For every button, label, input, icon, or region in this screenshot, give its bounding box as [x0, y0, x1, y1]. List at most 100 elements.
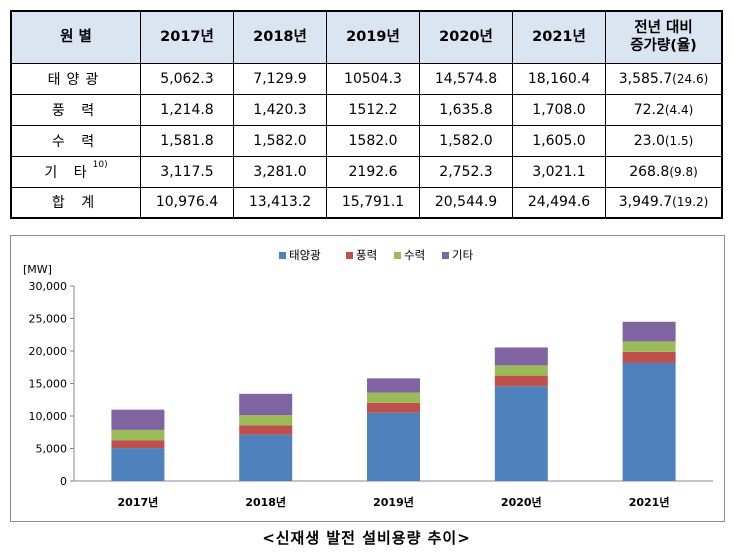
table-cell: 14,574.8	[419, 62, 513, 95]
legend-label: 풍력	[356, 248, 377, 262]
bar-segment	[111, 409, 165, 430]
bar-segment	[622, 351, 676, 363]
table-cell: 1,708.0	[512, 93, 606, 126]
change-cell: 23.0(1.5)	[605, 124, 723, 157]
chart-svg: 0 5,000 10,000 15,000 20,000 25,000 30,000 [MW]…	[23, 248, 713, 509]
row-label: 기 타10)	[10, 155, 141, 188]
header-year: 2020년	[419, 10, 513, 64]
bar-segment	[111, 429, 165, 441]
bar-segment	[494, 375, 548, 387]
bar-segment	[239, 425, 293, 435]
change-amount: 268.8	[629, 163, 670, 180]
x-tick-label: 2017년	[118, 495, 159, 509]
change-amount: 23.0	[633, 132, 665, 149]
header-source: 원 별	[10, 10, 141, 64]
legend-swatch	[346, 252, 353, 259]
chart-caption: <신재생 발전 설비용량 추이>	[262, 529, 471, 547]
change-cell: 72.2(4.4)	[605, 93, 723, 126]
table-cell: 1,582.0	[419, 124, 513, 157]
x-tick-label: 2019년	[373, 495, 414, 509]
x-tick-label: 2018년	[245, 495, 286, 509]
bar-segment	[494, 386, 548, 481]
table-cell: 3,021.1	[512, 155, 606, 188]
table-cell: 10,976.4	[140, 186, 234, 219]
change-rate: (1.5)	[664, 133, 694, 148]
table-row: 풍 력 1,214.8 1,420.3 1512.2 1,635.8 1,708.0 72.…	[10, 93, 723, 126]
legend-swatch	[394, 252, 401, 259]
footnote-marker: 10)	[92, 159, 108, 170]
bar-segment	[367, 402, 420, 413]
header-year: 2018년	[233, 10, 327, 64]
table-row: 합 계 10,976.4 13,413.2 15,791.1 20,544.9 24,49…	[10, 186, 723, 219]
row-label-text: 기 타	[44, 164, 93, 181]
change-amount: 3,949.7	[618, 194, 673, 211]
table-cell: 3,281.0	[233, 155, 327, 188]
change-cell: 3,585.7(24.6)	[605, 62, 723, 95]
table-cell: 1582.0	[326, 124, 420, 157]
bar-segment	[111, 448, 165, 481]
bar-segment	[367, 412, 420, 481]
bar-segment	[239, 415, 293, 426]
y-tick-label: 15,000	[29, 378, 68, 391]
legend-label: 태양광	[289, 248, 321, 262]
table-cell: 10504.3	[326, 62, 420, 95]
table-cell: 5,062.3	[140, 62, 234, 95]
y-tick-label: 0	[60, 475, 67, 488]
y-axis-label: [MW]	[23, 263, 52, 276]
change-rate: (4.4)	[664, 102, 694, 117]
row-label-text: 수 력	[51, 133, 101, 150]
table-cell: 1,635.8	[419, 93, 513, 126]
header-year: 2021년	[512, 10, 606, 64]
x-tick-label: 2021년	[629, 495, 670, 509]
table-cell: 24,494.6	[512, 186, 606, 219]
y-tick-label: 30,000	[29, 280, 68, 293]
row-label-text: 합 계	[51, 195, 101, 212]
row-label-text: 풍 력	[51, 102, 101, 119]
table-cell: 3,117.5	[140, 155, 234, 188]
header-change-line1: 전년 대비	[634, 20, 693, 37]
row-label-text: 태양광	[47, 71, 105, 88]
table-cell: 1,581.8	[140, 124, 234, 157]
bar-segment	[494, 365, 548, 376]
table-cell: 1,582.0	[233, 124, 327, 157]
table-header-row: 원 별 2017년 2018년 2019년 2020년 2021년 전년 대비 …	[10, 10, 723, 64]
header-change: 전년 대비 증가량(율)	[605, 10, 723, 64]
legend-swatch	[279, 252, 286, 259]
table-cell: 20,544.9	[419, 186, 513, 219]
x-tick-label: 2020년	[501, 495, 542, 509]
header-change-line2: 증가량(율)	[630, 38, 697, 55]
bar-segment	[622, 321, 676, 342]
y-tick-label: 25,000	[29, 313, 68, 326]
capacity-table: 원 별 2017년 2018년 2019년 2020년 2021년 전년 대비 …	[10, 10, 723, 219]
change-cell: 268.8(9.8)	[605, 155, 723, 188]
change-rate: (9.8)	[669, 164, 698, 179]
y-tick-label: 10,000	[29, 410, 68, 423]
change-rate: (24.6)	[672, 71, 709, 86]
header-year: 2019년	[326, 10, 420, 64]
bar-segment	[239, 393, 293, 416]
legend-label: 기타	[452, 248, 474, 262]
bar-segment	[367, 392, 420, 403]
bar-segment	[239, 434, 293, 481]
bar-segment	[494, 347, 548, 366]
table-cell: 1,420.3	[233, 93, 327, 126]
header-year: 2017년	[140, 10, 234, 64]
capacity-chart: 0 5,000 10,000 15,000 20,000 25,000 30,000 [MW]…	[10, 235, 725, 522]
bar-segment	[367, 378, 420, 393]
bar-segment	[622, 341, 676, 352]
change-amount: 3,585.7	[618, 70, 673, 87]
table-cell: 18,160.4	[512, 62, 606, 95]
table-row: 태양광 5,062.3 7,129.9 10504.3 14,574.8 18,160.4…	[10, 62, 723, 95]
table-cell: 1,605.0	[512, 124, 606, 157]
bar-segment	[111, 440, 165, 449]
legend-label: 수력	[404, 248, 425, 262]
table-cell: 2192.6	[326, 155, 420, 188]
row-label: 태양광	[10, 62, 141, 95]
row-label: 수 력	[10, 124, 141, 157]
table-cell: 1,214.8	[140, 93, 234, 126]
table-row: 수 력 1,581.8 1,582.0 1582.0 1,582.0 1,605.0 23.…	[10, 124, 723, 157]
row-label: 합 계	[10, 186, 141, 219]
y-tick-label: 5,000	[36, 443, 68, 456]
table-cell: 15,791.1	[326, 186, 420, 219]
row-label: 풍 력	[10, 93, 141, 126]
